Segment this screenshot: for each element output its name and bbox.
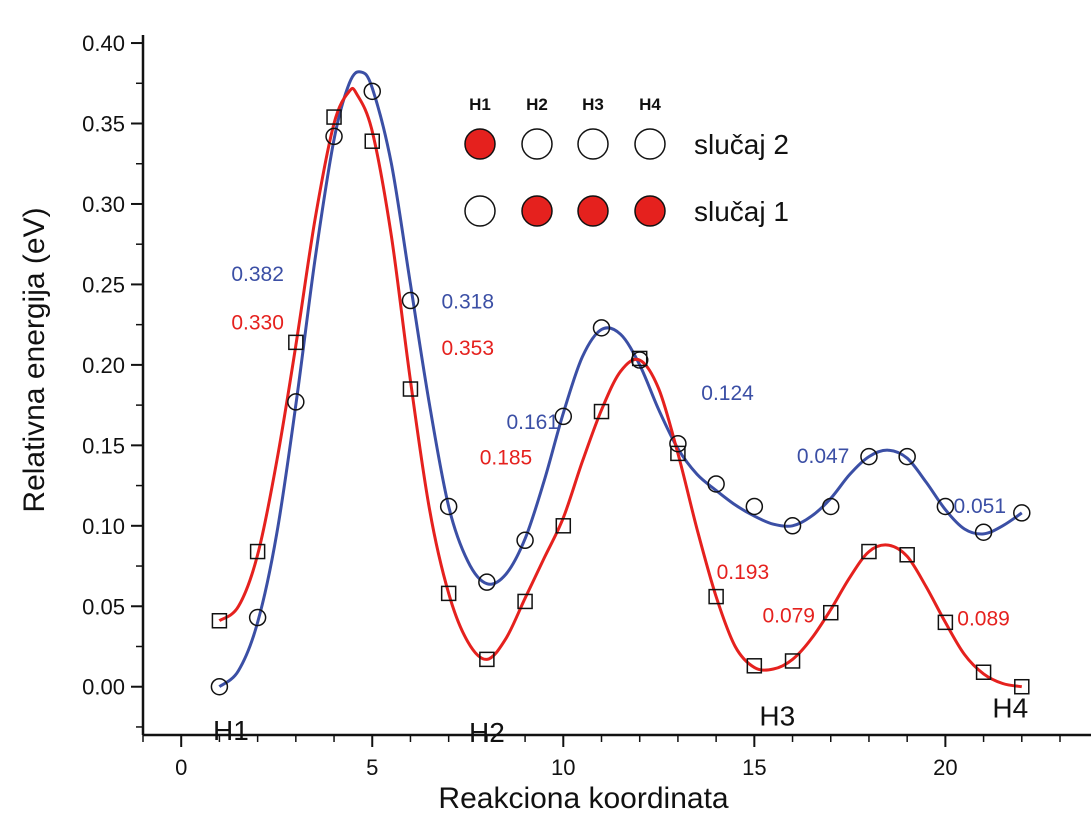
square-marker [708,588,724,605]
series-line-1 [218,86,1023,689]
square-marker [899,547,915,563]
square-marker [364,133,380,149]
y-tick-label: 0.40 [82,31,125,56]
circle-marker [325,127,343,146]
filled-site-icon [464,128,496,160]
series-line-0 [218,70,1023,688]
axes: 0 5 10 15 20 0.00 0.05 0.10 0.15 0.20 0.25 0.30 0.35… [18,31,1091,815]
legend-header-h4: H4 [639,95,661,114]
x-tick-label: 20 [933,755,957,780]
y-tick-label: 0.35 [82,112,125,137]
square-marker [402,381,419,397]
point-label-h4: H4 [992,693,1028,724]
y-tick-label: 0.30 [82,192,125,217]
legend-label: slučaj 1 [694,196,789,227]
square-marker [211,612,228,629]
circle-marker [974,523,993,541]
square-marker [631,350,648,367]
value-annotation: 0.330 [231,311,284,334]
y-tick-label: 0.20 [82,353,125,378]
circle-marker [401,291,420,310]
value-annotation: 0.089 [957,608,1010,631]
circle-marker [669,434,687,453]
circle-marker [707,475,725,493]
x-axis-title: Reakciona koordinata [438,782,729,815]
value-annotation: 0.382 [231,263,284,286]
empty-site-icon [464,195,496,227]
value-annotation: 0.193 [717,561,770,584]
labels: H1 H2 H3 H4 0.382 0.330 0.318 0.353 0.161 0.185 0.… [213,263,1028,748]
circle-marker [210,677,229,696]
x-tick-label: 5 [366,755,378,780]
circle-marker [936,497,955,516]
circle-marker [860,447,878,466]
value-annotation: 0.047 [797,445,850,468]
empty-site-icon [634,128,666,160]
empty-site-icon [521,128,553,160]
x-tick-label: 10 [551,755,575,780]
value-annotation: 0.124 [701,382,754,405]
filled-site-icon [577,195,609,227]
y-tick-label: 0.25 [82,272,125,297]
value-annotation: 0.185 [480,447,533,470]
y-tick-label: 0.00 [82,675,125,700]
square-marker [937,614,954,631]
filled-site-icon [521,195,553,227]
value-annotation: 0.161 [506,411,559,434]
circle-marker [1013,504,1031,522]
legend-header-h2: H2 [526,95,548,114]
legend-label: slučaj 2 [694,129,789,160]
circle-marker [516,531,534,550]
circle-marker [248,608,267,627]
value-annotation: 0.353 [441,337,494,360]
circle-marker [287,393,305,411]
square-marker [288,334,304,351]
square-marker [593,403,610,420]
square-marker [823,604,839,621]
x-tick-label: 15 [742,755,766,780]
circle-marker [822,497,840,516]
square-marker [670,445,686,462]
filled-site-icon [634,195,666,227]
value-annotation: 0.318 [441,291,494,314]
circle-marker [363,82,381,101]
y-tick-label: 0.15 [82,433,125,458]
legend-header-h1: H1 [469,95,491,114]
circle-marker [898,447,916,466]
legend-header-h3: H3 [582,95,604,114]
value-annotation: 0.079 [762,604,815,627]
y-tick-label: 0.10 [82,514,125,539]
point-label-h3: H3 [759,701,795,732]
square-marker [746,658,763,674]
curves [218,70,1023,689]
square-marker [249,543,266,560]
point-label-h1: H1 [213,715,249,746]
square-marker [479,651,495,668]
empty-site-icon [577,128,609,160]
value-annotation: 0.051 [953,495,1006,518]
circle-marker [478,573,496,591]
legend: H1 H2 H3 H4 slučaj 2 slučaj 1 [464,95,789,227]
square-marker [440,585,457,602]
square-marker [555,518,572,534]
markers [210,82,1031,696]
y-tick-label: 0.05 [82,594,125,619]
circle-marker [745,497,764,516]
square-marker [784,653,801,669]
circle-marker [439,497,458,516]
circle-marker [554,407,573,426]
square-marker [326,109,342,125]
square-marker [861,543,877,560]
circle-marker [592,319,611,337]
square-marker [517,593,533,610]
circle-marker [783,517,802,535]
y-axis-title: Relativna energija (eV) [18,207,51,512]
point-label-h2: H2 [469,717,505,748]
square-marker [975,664,992,680]
x-tick-label: 0 [175,755,187,780]
square-marker [1014,678,1030,695]
